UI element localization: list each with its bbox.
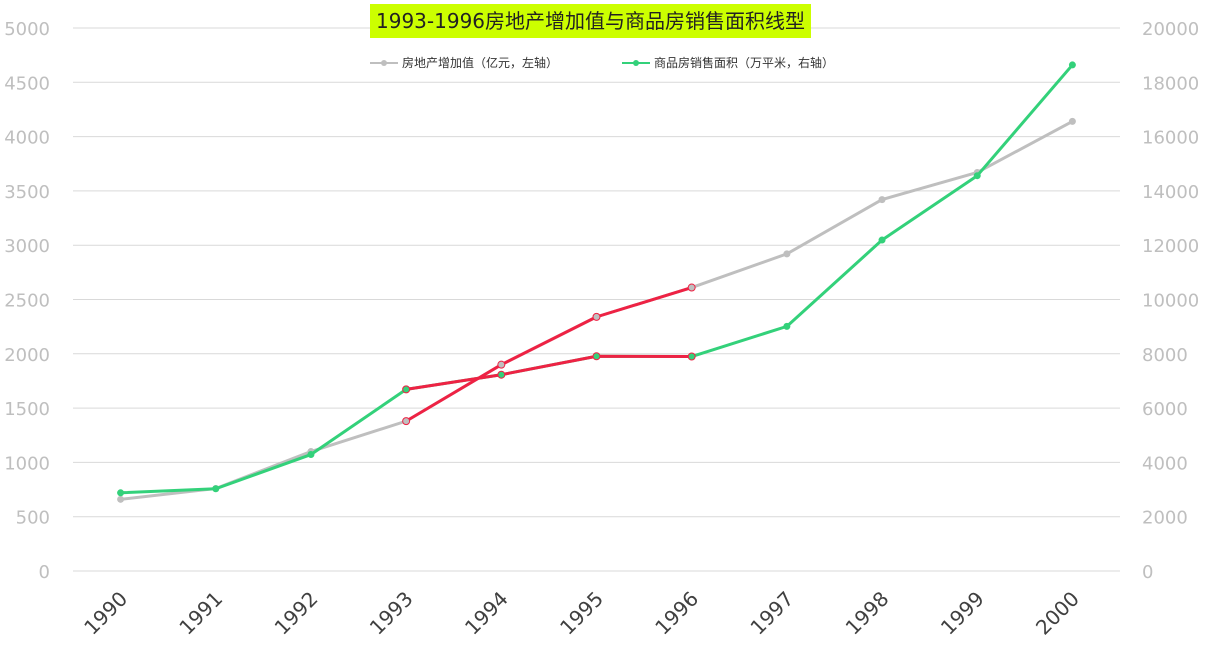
x-tick-label: 1997 xyxy=(745,587,798,640)
data-point-1 xyxy=(783,322,791,330)
x-tick-label: 1995 xyxy=(555,587,608,640)
highlight-point-0 xyxy=(687,283,696,292)
highlight-point-0 xyxy=(592,312,601,321)
y-left-tick-label: 4500 xyxy=(4,73,50,94)
x-tick-label: 1993 xyxy=(365,587,418,640)
y-right-tick-label: 2000 xyxy=(1142,508,1188,529)
y-left-tick-label: 0 xyxy=(39,562,50,583)
highlight-point-1 xyxy=(402,385,411,394)
y-left-tick-label: 1000 xyxy=(4,453,50,474)
y-right-tick-label: 12000 xyxy=(1142,236,1199,257)
highlight-point-0 xyxy=(402,417,411,426)
y-right-tick-label: 14000 xyxy=(1142,182,1199,203)
y-left-tick-label: 1500 xyxy=(4,399,50,420)
x-tick-label: 1992 xyxy=(270,587,323,640)
data-point-0 xyxy=(878,196,886,204)
data-point-1 xyxy=(212,485,220,493)
y-right-tick-label: 4000 xyxy=(1142,453,1188,474)
highlight-point-1 xyxy=(687,352,696,361)
x-tick-label: 1998 xyxy=(841,587,894,640)
highlight-point-1 xyxy=(497,370,506,379)
legend-label-sales-area: 商品房销售面积（万平米，右轴） xyxy=(654,56,835,70)
x-tick-label: 1990 xyxy=(79,587,132,640)
x-tick-label: 1994 xyxy=(460,587,513,640)
highlight-point-1 xyxy=(592,352,601,361)
x-tick-label: 1996 xyxy=(650,587,703,640)
legend-swatch-gray xyxy=(370,58,398,68)
y-left-tick-label: 5000 xyxy=(4,19,50,40)
data-point-1 xyxy=(117,489,125,497)
data-point-0 xyxy=(1068,117,1076,125)
y-left-tick-label: 3500 xyxy=(4,182,50,203)
y-right-tick-label: 6000 xyxy=(1142,399,1188,420)
data-point-1 xyxy=(878,236,886,244)
data-point-0 xyxy=(783,250,791,258)
chart-title: 1993-1996房地产增加值与商品房销售面积线型 xyxy=(370,4,812,38)
data-point-0 xyxy=(117,495,125,503)
highlight-line-1 xyxy=(405,354,692,391)
legend-item-sales-area: 商品房销售面积（万平米，右轴） xyxy=(622,54,834,71)
y-left-tick-label: 4000 xyxy=(4,128,50,149)
legend-swatch-green xyxy=(622,58,650,68)
series-line-0 xyxy=(120,120,1074,501)
y-left-tick-label: 2500 xyxy=(4,291,50,312)
legend-label-value-added: 房地产增加值（亿元，左轴） xyxy=(402,56,559,70)
x-tick-label: 1999 xyxy=(936,587,989,640)
y-right-tick-label: 8000 xyxy=(1142,345,1188,366)
y-left-tick-label: 500 xyxy=(16,508,50,529)
x-tick-label: 1991 xyxy=(174,587,227,640)
highlight-point-0 xyxy=(497,360,506,369)
y-left-tick-label: 3000 xyxy=(4,236,50,257)
y-right-tick-label: 10000 xyxy=(1142,291,1199,312)
data-point-1 xyxy=(1068,61,1076,69)
data-point-1 xyxy=(307,451,315,459)
y-right-tick-label: 16000 xyxy=(1142,128,1199,149)
y-right-tick-label: 20000 xyxy=(1142,19,1199,40)
x-tick-label: 2000 xyxy=(1031,587,1084,640)
y-right-tick-label: 18000 xyxy=(1142,73,1199,94)
y-right-tick-label: 0 xyxy=(1142,562,1153,583)
data-point-1 xyxy=(973,172,981,180)
series-line-1 xyxy=(120,63,1074,495)
legend-item-value-added: 房地产增加值（亿元，左轴） xyxy=(370,54,558,71)
highlight-line-0 xyxy=(405,286,693,423)
y-left-tick-label: 2000 xyxy=(4,345,50,366)
